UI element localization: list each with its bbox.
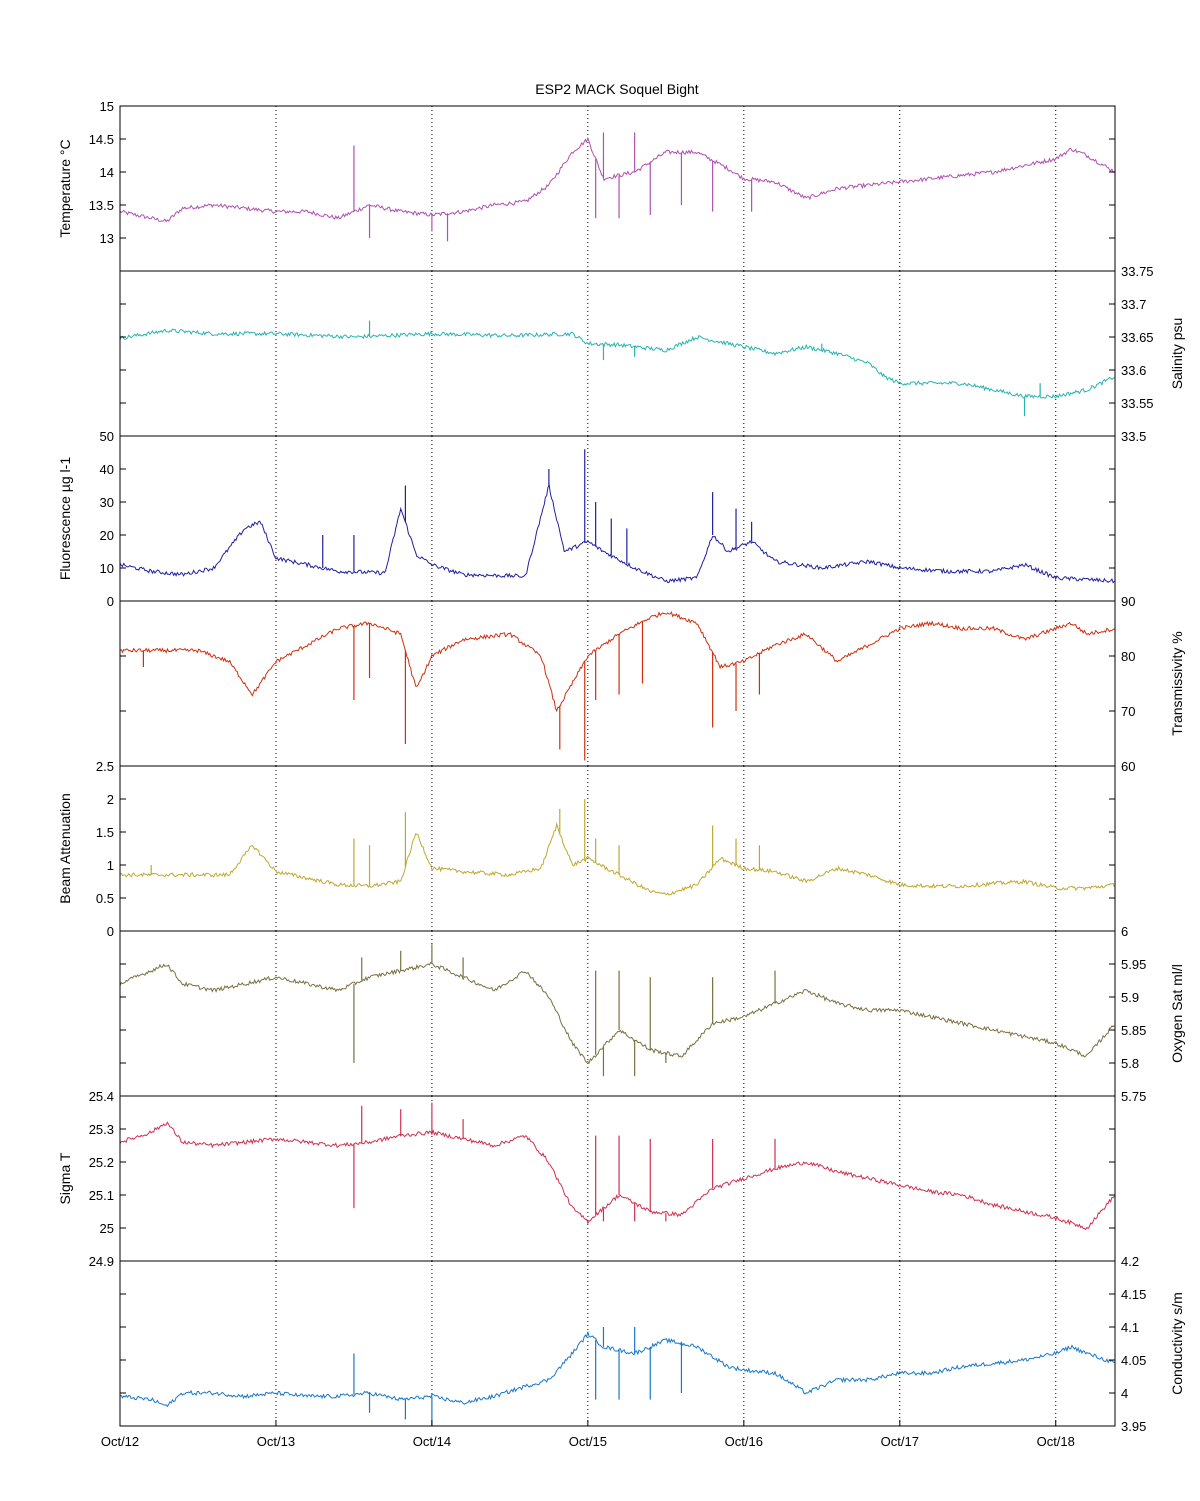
y-tick-label: 2 (107, 792, 114, 807)
series-line-beam-attenuation (119, 822, 1115, 896)
y-tick-label: 30 (100, 495, 114, 510)
y-tick-label: 0.5 (96, 891, 114, 906)
y-tick-label: 25.1 (89, 1188, 114, 1203)
panel-frame (119, 765, 1116, 932)
y-tick-label: 5.85 (1121, 1023, 1146, 1038)
panel-sigma-t: 24.9 25 25.1 25.2 25.3 25.4 Sigma T (57, 1089, 1116, 1269)
y-tick-label: 60 (1121, 759, 1135, 774)
y-tick-label: 5.75 (1121, 1089, 1146, 1104)
y-tick-label: 33.55 (1121, 396, 1154, 411)
panel-frame (119, 435, 1116, 602)
y-tick-label: 1.5 (96, 825, 114, 840)
y-tick-label: 14 (100, 165, 114, 180)
y-tick-label: 4.15 (1121, 1287, 1146, 1302)
series-line-transmissivity (119, 611, 1115, 713)
y-tick-label: 33.65 (1121, 330, 1154, 345)
y-tick-label: 2.5 (96, 759, 114, 774)
series-line-conductivity-s-m (119, 1331, 1115, 1408)
y-tick-label: 5.9 (1121, 990, 1139, 1005)
y-axis-label: Conductivity s/m (1169, 1292, 1185, 1395)
x-tick-label: Oct/15 (569, 1434, 607, 1449)
y-tick-label: 25.3 (89, 1122, 114, 1137)
y-axis-label: Transmissivity % (1169, 631, 1185, 736)
y-tick-label: 13.5 (89, 198, 114, 213)
panel-frame (119, 270, 1116, 437)
y-tick-label: 70 (1121, 704, 1135, 719)
x-tick-label: Oct/17 (881, 1434, 919, 1449)
chart-title: ESP2 MACK Soquel Bight (535, 81, 699, 97)
y-tick-label: 6 (1121, 924, 1128, 939)
panel-frame (119, 600, 1116, 767)
y-axis-label: Fluorescence µg l-1 (57, 457, 73, 580)
y-tick-label: 1 (107, 858, 114, 873)
y-axis-label: Beam Attenuation (57, 793, 73, 904)
series-line-fluorescence-g-l-1 (119, 483, 1115, 584)
panel-salinity-psu: 33.5 33.55 33.6 33.65 33.7 33.75 Salinity psu (119, 264, 1185, 444)
y-tick-label: 80 (1121, 649, 1135, 664)
panel-oxygen-sat-ml-l: 5.75 5.8 5.85 5.9 5.95 6 Oxygen Sat ml/l (119, 924, 1185, 1104)
y-tick-label: 5.8 (1121, 1056, 1139, 1071)
y-tick-label: 20 (100, 528, 114, 543)
panel-transmissivity: 60 70 80 90 Transmissivity % (119, 594, 1185, 774)
panel-frame (119, 105, 1116, 272)
y-tick-label: 4.2 (1121, 1254, 1139, 1269)
y-tick-label: 10 (100, 561, 114, 576)
y-tick-label: 0 (107, 924, 114, 939)
y-tick-label: 5.95 (1121, 957, 1146, 972)
x-tick-label: Oct/12 (101, 1434, 139, 1449)
panel-temperature-c: 13 13.5 14 14.5 15 Temperature °C (57, 99, 1116, 272)
panel-fluorescence-g-l-1: 0 10 20 30 40 50 Fluorescence µg l-1 (57, 429, 1116, 609)
y-tick-label: 33.7 (1121, 297, 1146, 312)
y-tick-label: 15 (100, 99, 114, 114)
y-axis-label: Oxygen Sat ml/l (1169, 964, 1185, 1063)
y-tick-label: 3.95 (1121, 1419, 1146, 1434)
panel-frame (119, 1095, 1116, 1262)
y-tick-label: 14.5 (89, 132, 114, 147)
panel-beam-attenuation: 0 0.5 1 1.5 2 2.5 Beam Attenuation (57, 759, 1116, 939)
y-tick-label: 90 (1121, 594, 1135, 609)
y-axis-label: Temperature °C (57, 139, 73, 237)
x-tick-label: Oct/18 (1037, 1434, 1075, 1449)
y-tick-label: 33.75 (1121, 264, 1154, 279)
y-axis-label: Sigma T (57, 1152, 73, 1204)
panel-frame (119, 1260, 1116, 1427)
y-tick-label: 50 (100, 429, 114, 444)
y-tick-label: 4 (1121, 1386, 1128, 1401)
y-tick-label: 25.4 (89, 1089, 114, 1104)
x-tick-label: Oct/13 (257, 1434, 295, 1449)
y-axis-label: Salinity psu (1169, 318, 1185, 390)
x-tick-label: Oct/14 (413, 1434, 451, 1449)
y-tick-label: 24.9 (89, 1254, 114, 1269)
series-line-sigma-t (119, 1121, 1115, 1231)
series-line-temperature-c (119, 136, 1115, 223)
panel-frame (119, 930, 1116, 1097)
y-tick-label: 4.05 (1121, 1353, 1146, 1368)
y-tick-label: 25 (100, 1221, 114, 1236)
y-tick-label: 4.1 (1121, 1320, 1139, 1335)
y-tick-label: 40 (100, 462, 114, 477)
series-line-oxygen-sat-ml-l (119, 961, 1115, 1064)
series-line-salinity-psu (119, 328, 1115, 400)
panel-conductivity-s-m: 3.95 4 4.05 4.1 4.15 4.2 Conductivity s/m (119, 1254, 1185, 1434)
y-tick-label: 13 (100, 231, 114, 246)
y-tick-label: 0 (107, 594, 114, 609)
y-tick-label: 33.5 (1121, 429, 1146, 444)
y-tick-label: 25.2 (89, 1155, 114, 1170)
x-axis: Oct/12 Oct/13 Oct/14 Oct/15 Oct/16 Oct/17 Oct/… (101, 1420, 1075, 1449)
x-tick-label: Oct/16 (725, 1434, 763, 1449)
y-tick-label: 33.6 (1121, 363, 1146, 378)
